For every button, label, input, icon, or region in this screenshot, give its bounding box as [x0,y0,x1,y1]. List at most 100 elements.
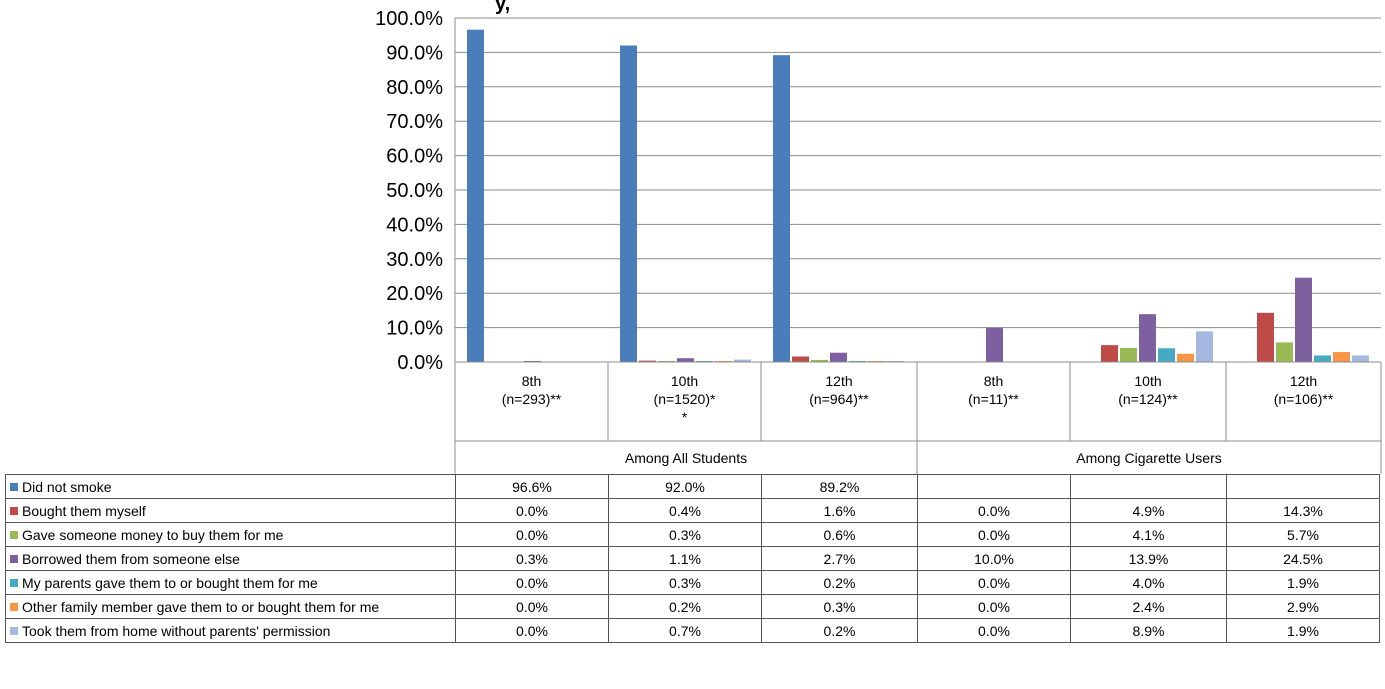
bar-4-4 [1158,348,1175,362]
bar-3-5 [1295,277,1312,362]
table-row: Bought them myself 0.0% 0.4% 1.6% 0.0% 4.9% 14… [5,498,1380,523]
table-cell: 4.0% [1070,570,1227,595]
table-cell: 14.3% [1226,498,1380,523]
table-cell: 0.0% [917,498,1071,523]
table-cell: 24.5% [1226,546,1380,571]
bar-2-5 [1276,342,1293,362]
table-cell: 1.9% [1226,570,1380,595]
bar-1-4 [1101,345,1118,362]
legend-swatch [10,506,18,515]
table-cell: 2.7% [761,546,918,571]
bar-0-2 [773,55,790,362]
table-cell [917,474,1071,499]
bar-6-5 [1352,355,1369,362]
table-cell: 10.0% [917,546,1071,571]
table-cell: 13.9% [1070,546,1227,571]
category-label: (n=293)** [502,391,562,407]
legend-entry: Gave someone money to buy them for me [5,522,456,547]
table-cell: 92.0% [608,474,762,499]
bar-0-0 [467,29,484,363]
table-row: My parents gave them to or bought them f… [5,570,1380,595]
table-cell: 0.0% [455,498,609,523]
bars [467,29,1369,363]
table-cell: 89.2% [761,474,918,499]
table-cell: 2.4% [1070,594,1227,619]
legend-swatch [10,482,18,491]
series-name: Gave someone money to buy them for me [22,526,284,543]
table-cell: 0.3% [608,522,762,547]
group-label: Among All Students [625,450,747,466]
bar-0-1 [620,45,637,363]
category-label: 8th [522,373,541,389]
y-axis-ticks: 100.0% 90.0% 80.0% 70.0% 60.0% 50.0% 40.0% 30.0… [375,8,443,374]
series-name: Did not smoke [22,478,112,495]
table-cell: 1.6% [761,498,918,523]
legend-entry: Did not smoke [5,474,456,499]
category-label: 10th [671,373,698,389]
legend-entry: My parents gave them to or bought them f… [5,570,456,595]
table-row: Other family member gave them to or boug… [5,594,1380,619]
axes [454,18,1382,474]
y-tick-label: 90.0% [386,42,443,64]
category-label: (n=124)** [1118,391,1178,407]
table-row: Borrowed them from someone else 0.3% 1.1% 2… [5,546,1380,571]
table-cell: 8.9% [1070,618,1227,643]
y-tick-label: 70.0% [386,111,443,133]
series-name: Bought them myself [22,502,146,519]
category-label: 12th [825,373,852,389]
y-tick-label: 50.0% [386,180,443,202]
bar-4-5 [1314,355,1331,362]
series-name: My parents gave them to or bought them f… [22,574,318,591]
y-tick-label: 40.0% [386,214,443,236]
table-cell: 0.0% [455,618,609,643]
bar-1-1 [639,360,656,362]
table-cell: 2.9% [1226,594,1380,619]
category-label: (n=11)** [968,391,1019,407]
table-cell: 4.1% [1070,522,1227,547]
table-cell: 0.3% [608,570,762,595]
category-label: * [682,409,688,425]
table-cell: 0.2% [608,594,762,619]
legend-entry: Other family member gave them to or boug… [5,594,456,619]
table-cell: 0.3% [761,594,918,619]
group-label: Among Cigarette Users [1076,450,1222,466]
table-cell: 0.0% [917,618,1071,643]
bar-3-0 [524,360,541,362]
table-cell: 0.0% [455,594,609,619]
table-row: Took them from home without parents' per… [5,618,1380,643]
y-tick-label: 0.0% [397,352,443,374]
category-labels: 8th (n=293)** 10th (n=1520)* * 12th (n=964)** 8… [502,373,1334,466]
bar-1-5 [1257,312,1274,362]
y-tick-label: 60.0% [386,146,443,168]
bar-3-3 [986,327,1003,362]
bar-6-4 [1196,331,1213,362]
bar-1-2 [792,356,809,362]
table-cell: 0.6% [761,522,918,547]
bar-3-1 [677,358,694,362]
bar-4-1 [696,360,713,362]
series-name: Other family member gave them to or boug… [22,598,380,615]
table-cell: 1.1% [608,546,762,571]
bar-3-4 [1139,314,1156,362]
table-row: Gave someone money to buy them for me 0.0… [5,522,1380,547]
table-cell: 0.0% [455,522,609,547]
table-cell: 1.9% [1226,618,1380,643]
table-row: Did not smoke 96.6% 92.0% 89.2% [5,474,1380,499]
y-tick-label: 100.0% [375,8,443,30]
series-name: Took them from home without parents' per… [22,622,331,639]
bar-5-2 [868,360,885,362]
table-cell: 0.2% [761,570,918,595]
legend-entry: Took them from home without parents' per… [5,618,456,643]
y-tick-label: 30.0% [386,249,443,271]
table-cell: 0.0% [917,570,1071,595]
table-cell: 4.9% [1070,498,1227,523]
category-label: 10th [1134,373,1161,389]
category-label: (n=106)** [1274,391,1334,407]
bar-2-1 [658,360,675,362]
bar-2-4 [1120,347,1137,362]
table-cell: 0.0% [455,570,609,595]
legend-swatch [10,578,18,587]
chart-title-fragment: y, [495,0,510,15]
series-name: Borrowed them from someone else [22,550,240,567]
y-tick-label: 10.0% [386,318,443,340]
